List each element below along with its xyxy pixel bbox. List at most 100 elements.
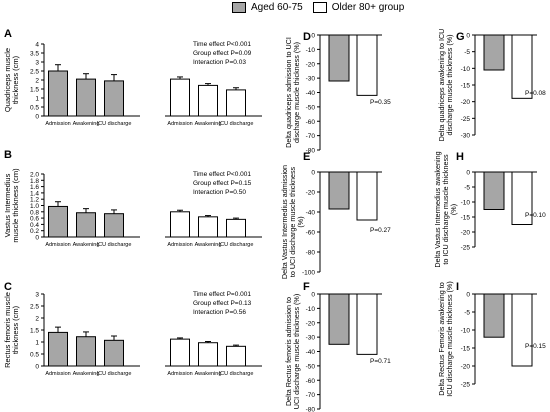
bar	[170, 211, 190, 238]
y-axis-tick-label: 0.5	[30, 105, 39, 112]
y-axis-label-line: Delta Vastus Intermedius awakening	[433, 151, 442, 267]
panel-letter: A	[4, 28, 12, 40]
legend-swatch-older-80	[312, 2, 327, 13]
bar	[483, 171, 505, 210]
stat-annotation: Interaction P=0.56	[193, 309, 246, 316]
y-axis-tick-label: -30	[306, 76, 316, 83]
panel-letter: G	[456, 31, 465, 43]
y-axis-tick-label: -25	[461, 116, 471, 123]
x-tick-label: Admission	[45, 121, 70, 127]
y-axis-tick-label: -80	[306, 407, 316, 412]
bar	[328, 171, 350, 210]
bar	[356, 34, 378, 96]
bar	[356, 171, 378, 221]
bar	[226, 89, 246, 117]
x-tick-label: Awakening	[73, 371, 100, 377]
y-axis-tick-label: -20	[306, 61, 316, 68]
y-axis-label: Delta quadriceps awakening to ICUdischar…	[437, 29, 454, 142]
bar	[328, 293, 350, 345]
bar	[198, 84, 218, 117]
legend-swatch-aged-60-75	[232, 2, 246, 13]
x-tick-label: Awakening	[73, 242, 100, 248]
y-axis-tick-label: -60	[306, 378, 316, 385]
y-axis-tick-label: 2.5	[30, 69, 39, 76]
panel-letter: H	[456, 151, 464, 163]
y-axis-tick-label: -10	[461, 328, 471, 335]
stat-annotation: Time effect P<0.001	[193, 171, 251, 178]
bar	[48, 331, 68, 367]
y-axis-label-line: Delta Rectus Femoris awakening to	[437, 282, 446, 395]
x-tick-label: Awakening	[195, 121, 222, 127]
y-axis-tick-label: 3	[35, 292, 39, 299]
y-axis-label-line: (%)	[449, 204, 458, 215]
bar	[48, 70, 68, 117]
y-axis-tick-label: 1.4	[30, 190, 39, 197]
bar	[170, 338, 190, 367]
stat-annotation: Time effect P<0.001	[193, 41, 251, 48]
bar	[76, 336, 96, 367]
y-axis-tick-label: 0.4	[30, 222, 39, 229]
y-axis-tick-label: -40	[306, 349, 316, 356]
y-axis-label-line: Delta quadriceps admission to UCI	[284, 37, 293, 148]
bar	[198, 216, 218, 238]
y-axis-tick-label: -30	[461, 133, 471, 140]
p-value-annotation: P=0.10	[525, 212, 546, 219]
bar	[483, 34, 505, 71]
bar	[483, 293, 505, 338]
legend-item-aged-60-75: Aged 60-75	[232, 2, 303, 13]
y-axis-tick-label: -70	[306, 133, 316, 140]
y-axis-tick-label: 0	[35, 114, 39, 121]
y-axis-tick-label: 0	[311, 170, 315, 177]
x-tick-label: ICU discharge	[219, 242, 254, 248]
p-value-annotation: P=0.08	[525, 90, 546, 97]
y-axis-tick-label: -50	[306, 363, 316, 370]
y-axis-tick-label: 0	[466, 33, 470, 40]
y-axis-tick-label: 2.0	[30, 172, 39, 179]
legend-item-older-80: Older 80+ group	[312, 2, 404, 13]
y-axis-tick-label: -10	[306, 47, 316, 54]
y-axis-tick-label: -5	[464, 49, 470, 56]
y-axis-tick-label: 0.5	[30, 352, 39, 359]
y-axis-label-line: discharge muscle thickness (%)	[445, 34, 454, 135]
y-axis-label-line: Delta Rectus femoris admission to	[284, 297, 293, 406]
y-axis-tick-label: -20	[306, 320, 316, 327]
bar	[48, 205, 68, 238]
y-axis-label-line: to ICU discharge muscle thickness	[441, 154, 450, 265]
panel-letter: E	[303, 151, 310, 163]
y-axis-tick-label: -15	[461, 215, 471, 222]
y-axis-tick-label: -70	[306, 392, 316, 399]
y-axis-tick-label: 0.6	[30, 216, 39, 223]
stat-annotation: Group effect P=0.15	[193, 180, 252, 187]
y-axis-tick-label: -15	[461, 346, 471, 353]
panel-letter: B	[4, 149, 12, 161]
p-value-annotation: P=0.15	[525, 343, 546, 350]
bar	[511, 171, 533, 225]
bar	[76, 212, 96, 238]
bar	[198, 342, 218, 367]
x-tick-label: Awakening	[195, 242, 222, 248]
y-axis-tick-label: -60	[306, 230, 316, 237]
legend: Aged 60-75 Older 80+ group	[232, 2, 404, 13]
stat-annotation: Group effect P=0.09	[193, 50, 252, 57]
y-axis-tick-label: -10	[461, 66, 471, 73]
x-tick-label: ICU discharge	[97, 121, 132, 127]
y-axis-tick-label: -30	[306, 335, 316, 342]
y-axis-label: Quadriceps muscle thickness (cm)	[3, 48, 20, 112]
y-axis-tick-label: 1.5	[30, 87, 39, 94]
stat-annotation: Time effect P=0.001	[193, 291, 251, 298]
y-axis-label-line: (%)	[296, 216, 305, 227]
y-axis-tick-label: 3.5	[30, 51, 39, 58]
y-axis-tick-label: 1	[35, 96, 39, 103]
y-axis-tick-label: 4	[35, 42, 39, 49]
y-axis-tick-label: -25	[461, 382, 471, 389]
y-axis-label: Rectus femoris muscle thickness (cm)	[3, 292, 20, 368]
y-axis-tick-label: 0	[311, 33, 315, 40]
bar	[104, 80, 124, 117]
x-tick-label: ICU discharge	[219, 121, 254, 127]
y-axis-tick-label: -20	[461, 230, 471, 237]
bar	[511, 293, 533, 367]
x-tick-label: Admission	[45, 242, 70, 248]
y-axis-tick-label: 1.0	[30, 203, 39, 210]
